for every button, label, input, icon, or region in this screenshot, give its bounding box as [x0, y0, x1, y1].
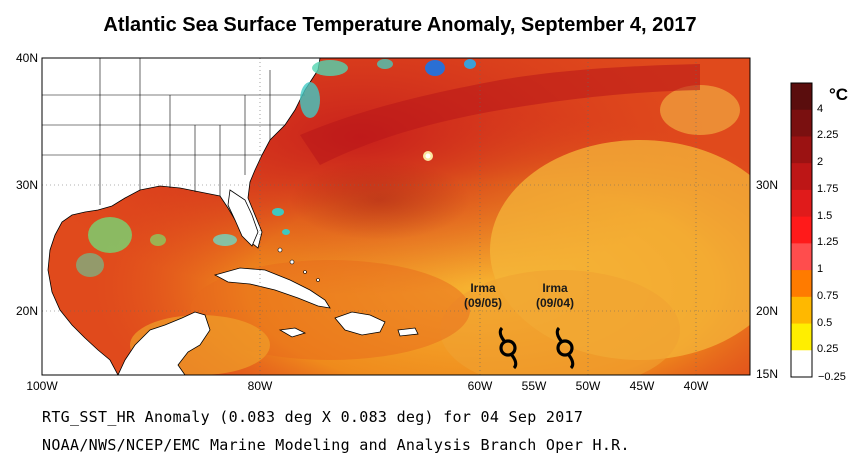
- colorbar-swatch: [791, 323, 812, 351]
- hurricane-symbol-0905: [498, 326, 518, 370]
- footer-line-2: NOAA/NWS/NCEP/EMC Marine Modeling and An…: [42, 436, 630, 454]
- lat-label-40n: 40N: [15, 51, 38, 65]
- colorbar-swatch: [791, 163, 812, 191]
- map-title: Atlantic Sea Surface Temperature Anomaly…: [103, 14, 697, 36]
- storm-name: Irma: [542, 281, 568, 295]
- hurricane-symbol-0904: [555, 326, 575, 370]
- lat-label-right-20n: 20N: [756, 304, 779, 318]
- storm-label-0904: Irma (09/04): [520, 281, 590, 311]
- colorbar-tick-label: 1.25: [817, 236, 839, 249]
- lon-label-55w: 55W: [521, 379, 547, 393]
- gridlines: [42, 58, 750, 375]
- lon-label-80w: 80W: [247, 379, 273, 393]
- colorbar-swatch: [791, 270, 812, 298]
- colorbar: [791, 83, 812, 378]
- colorbar-unit: °C: [829, 85, 849, 104]
- colorbar-tick-label: 0.25: [817, 343, 839, 356]
- lon-label-60w: 60W: [467, 379, 493, 393]
- colorbar-tick-label: 1: [817, 263, 824, 276]
- storm-name: Irma: [470, 281, 496, 295]
- map-frame: [41, 57, 751, 376]
- colorbar-tick-label: 2.25: [817, 129, 839, 142]
- colorbar-tick-label: 4: [817, 102, 824, 115]
- colorbar-swatch: [791, 243, 812, 271]
- colorbar-tick-label: 2: [817, 156, 824, 169]
- colorbar-swatch: [791, 296, 812, 325]
- colorbar-tick-label: 1.75: [817, 182, 839, 195]
- colorbar-swatch: [791, 109, 812, 137]
- storm-date: (09/04): [535, 296, 575, 310]
- lon-label-40w: 40W: [683, 379, 709, 393]
- lon-label-100w: 100W: [26, 379, 58, 393]
- colorbar-swatch: [791, 216, 812, 244]
- footer-line-1: RTG_SST_HR Anomaly (0.083 deg X 0.083 de…: [42, 408, 584, 426]
- storm-label-0905: Irma (09/05): [448, 281, 518, 311]
- colorbar-frame: [790, 82, 813, 378]
- colorbar-swatch: [791, 83, 812, 111]
- storm-date: (09/05): [463, 296, 503, 310]
- sst-field: [42, 58, 750, 375]
- lat-label-right-30n: 30N: [756, 178, 779, 192]
- colorbar-swatch: [791, 136, 812, 164]
- colorbar-tick-label: 1.5: [817, 209, 833, 222]
- lat-label-right-15n: 15N: [756, 367, 779, 381]
- colorbar-swatch: [791, 350, 812, 378]
- lat-label-30n: 30N: [15, 178, 38, 192]
- colorbar-swatch: [791, 189, 812, 218]
- colorbar-tick-label: 0.5: [817, 316, 833, 329]
- colorbar-tick-label: 0.75: [817, 289, 839, 302]
- colorbar-tick-label: −0.25: [818, 371, 846, 383]
- cold-anomalies: [76, 59, 476, 277]
- lon-label-50w: 50W: [575, 379, 601, 393]
- state-boundaries: [42, 58, 305, 205]
- lon-label-45w: 45W: [629, 379, 655, 393]
- lat-label-20n: 20N: [15, 304, 38, 318]
